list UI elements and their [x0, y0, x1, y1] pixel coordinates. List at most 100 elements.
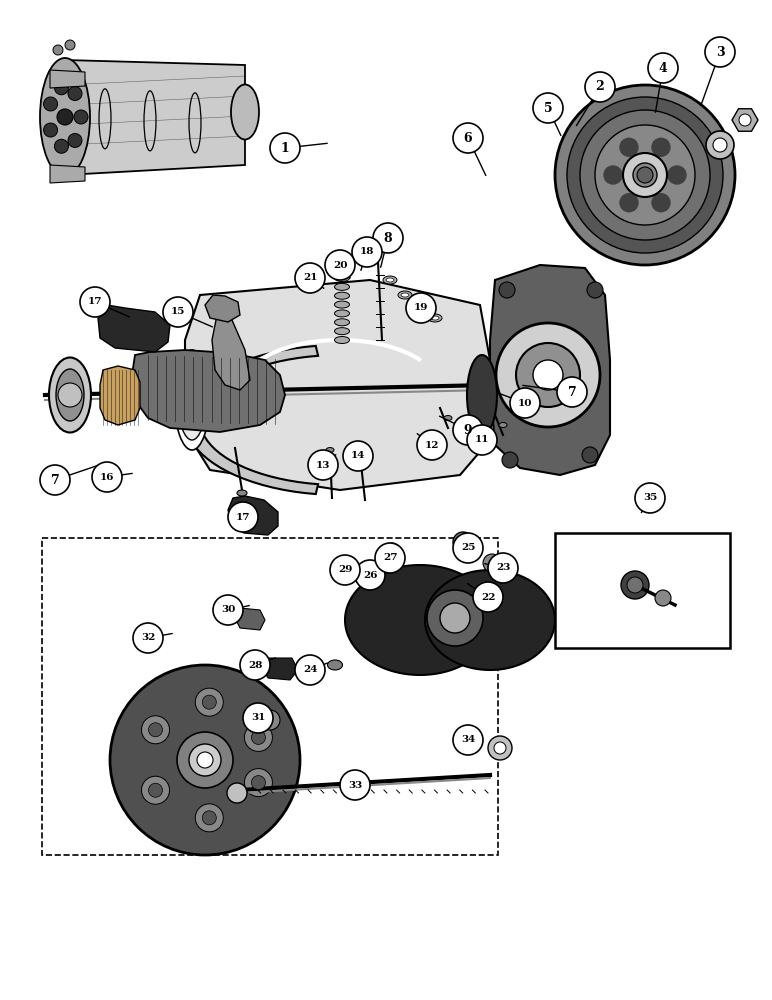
Circle shape [92, 462, 122, 492]
Circle shape [706, 131, 734, 159]
Ellipse shape [416, 306, 424, 310]
Circle shape [406, 293, 436, 323]
Ellipse shape [620, 138, 638, 156]
Circle shape [623, 153, 667, 197]
Ellipse shape [604, 166, 622, 184]
Ellipse shape [620, 194, 638, 212]
Circle shape [343, 441, 373, 471]
Circle shape [340, 770, 370, 800]
Circle shape [713, 138, 727, 152]
Circle shape [585, 72, 615, 102]
Ellipse shape [334, 319, 350, 326]
Ellipse shape [334, 310, 350, 317]
Ellipse shape [499, 422, 507, 428]
Circle shape [68, 87, 82, 101]
Text: 24: 24 [303, 666, 317, 674]
Circle shape [533, 360, 563, 390]
Text: 1: 1 [281, 141, 290, 154]
Text: 6: 6 [464, 131, 472, 144]
Circle shape [243, 703, 273, 733]
Text: 17: 17 [88, 298, 102, 306]
Circle shape [65, 40, 75, 50]
Circle shape [245, 769, 273, 797]
Text: 7: 7 [567, 385, 577, 398]
Text: 31: 31 [251, 714, 266, 722]
Circle shape [80, 287, 110, 317]
Ellipse shape [334, 328, 350, 335]
Text: 7: 7 [51, 474, 59, 487]
Polygon shape [490, 265, 610, 475]
Text: 5: 5 [543, 102, 552, 114]
Circle shape [627, 577, 643, 593]
Ellipse shape [327, 660, 343, 670]
Ellipse shape [383, 276, 397, 284]
Circle shape [227, 783, 247, 803]
Circle shape [133, 623, 163, 653]
Circle shape [270, 133, 300, 163]
Ellipse shape [326, 448, 334, 452]
Circle shape [57, 109, 73, 125]
Ellipse shape [178, 360, 206, 440]
Polygon shape [205, 295, 240, 322]
Circle shape [567, 97, 723, 253]
Text: 3: 3 [716, 45, 724, 58]
Circle shape [494, 742, 506, 754]
Text: 23: 23 [496, 564, 510, 572]
Bar [42, 538, 498, 855]
Circle shape [202, 811, 216, 825]
Text: 20: 20 [333, 260, 347, 269]
Circle shape [148, 783, 162, 797]
Circle shape [330, 555, 360, 585]
Circle shape [633, 163, 657, 187]
Circle shape [43, 97, 58, 111]
Circle shape [260, 710, 280, 730]
Ellipse shape [334, 301, 350, 308]
Circle shape [635, 483, 665, 513]
Circle shape [55, 139, 69, 153]
Polygon shape [732, 109, 758, 131]
Ellipse shape [356, 564, 368, 572]
Polygon shape [345, 565, 495, 675]
Circle shape [582, 447, 598, 463]
Circle shape [595, 125, 695, 225]
Bar [555, 533, 730, 648]
Circle shape [499, 282, 515, 298]
Ellipse shape [334, 336, 350, 344]
Circle shape [245, 723, 273, 751]
Circle shape [195, 804, 223, 832]
Ellipse shape [231, 85, 259, 139]
Circle shape [295, 655, 325, 685]
Text: 9: 9 [464, 424, 472, 436]
Ellipse shape [49, 358, 91, 432]
Circle shape [580, 110, 710, 240]
Text: 15: 15 [171, 308, 185, 316]
Text: 2: 2 [596, 81, 604, 94]
Text: 35: 35 [643, 493, 657, 502]
Text: 21: 21 [303, 273, 317, 282]
Text: 19: 19 [414, 304, 428, 312]
Circle shape [510, 388, 540, 418]
Circle shape [453, 532, 473, 552]
Circle shape [587, 282, 603, 298]
Circle shape [295, 263, 325, 293]
Text: 17: 17 [235, 512, 250, 522]
Polygon shape [228, 496, 278, 535]
Text: 30: 30 [221, 605, 235, 614]
Ellipse shape [237, 490, 247, 496]
Circle shape [637, 167, 653, 183]
Ellipse shape [401, 293, 409, 297]
Ellipse shape [444, 416, 452, 420]
Polygon shape [65, 60, 245, 175]
Polygon shape [235, 608, 265, 630]
Text: 16: 16 [100, 473, 114, 482]
Polygon shape [100, 366, 140, 425]
Circle shape [373, 223, 403, 253]
Ellipse shape [479, 432, 487, 438]
Circle shape [427, 590, 483, 646]
Text: 29: 29 [338, 566, 352, 574]
Circle shape [55, 81, 69, 95]
Text: 22: 22 [481, 592, 496, 601]
Ellipse shape [334, 283, 350, 290]
Circle shape [502, 452, 518, 468]
Ellipse shape [428, 314, 442, 322]
